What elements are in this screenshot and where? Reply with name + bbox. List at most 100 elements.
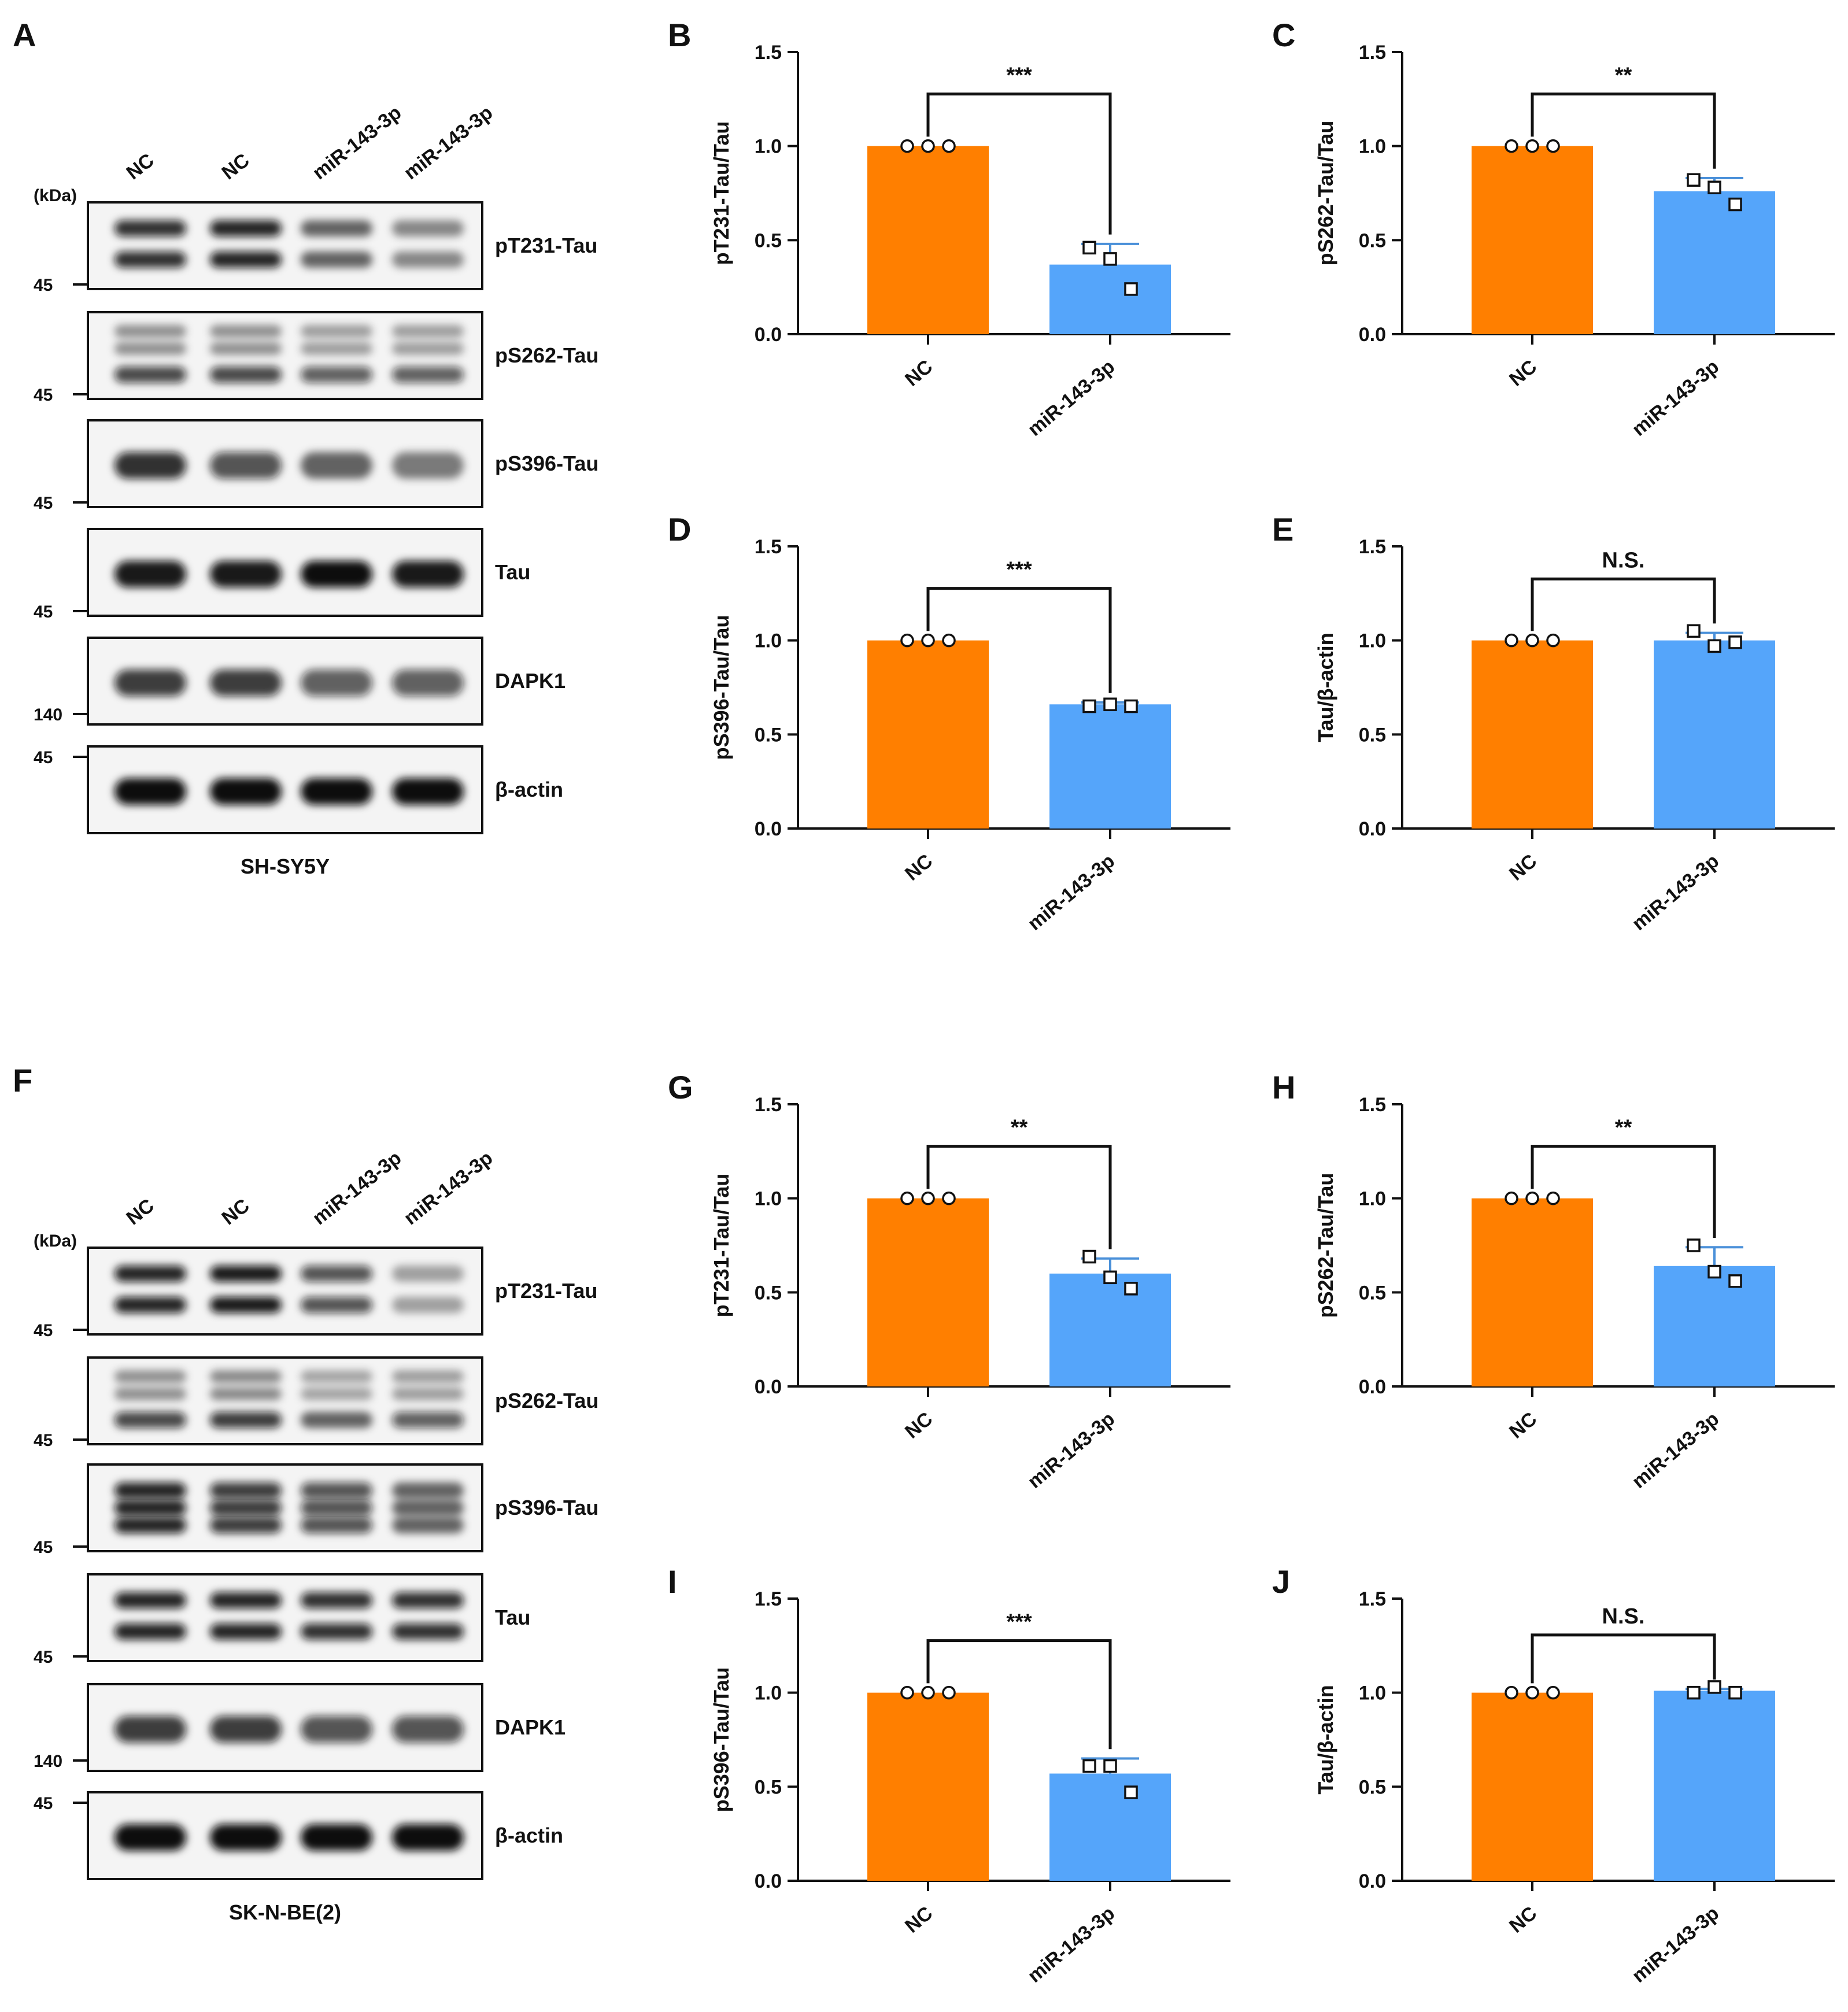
blot-band: [210, 561, 282, 587]
x-tick-label: NC: [1505, 850, 1541, 885]
blot-band: [114, 452, 186, 479]
significance-bracket: **: [1531, 64, 1716, 169]
y-tick-label: 1.5: [1359, 536, 1386, 558]
blot-band: [392, 1623, 464, 1640]
y-tick-label: 0.0: [755, 1870, 782, 1892]
data-point: [1082, 699, 1096, 713]
blot-band: [210, 1388, 282, 1400]
panel-letter: F: [13, 1062, 32, 1099]
x-tick-label: NC: [901, 850, 937, 885]
blot-band: [210, 670, 282, 696]
blot-band: [301, 561, 372, 587]
data-point: [1546, 1685, 1560, 1700]
data-point: [942, 633, 956, 648]
bracket-line: [1531, 577, 1716, 631]
data-point: [1546, 139, 1560, 153]
x-tick-label: miR-143-3p: [1023, 1902, 1119, 1987]
blot-band: [114, 1266, 186, 1282]
data-point: [1124, 282, 1138, 296]
blot-band: [114, 220, 186, 236]
chart-panel-h: H 0.0 0.5 1.0 1.5 pS262-Tau/Tau NC miR-143-3p **: [1272, 1069, 1835, 1493]
data-point: [921, 139, 935, 153]
kda-label: (kDa): [34, 1231, 77, 1251]
blot-row-label: DAPK1: [495, 669, 566, 693]
blot-band: [114, 778, 186, 805]
chart-panel-j: J 0.0 0.5 1.0 1.5 Tau/β-actin NC miR-143-3p N.S.: [1272, 1563, 1835, 1987]
marker-label: 45: [34, 1648, 53, 1667]
chart-panel-d: D 0.0 0.5 1.0 1.5 pS396-Tau/Tau NC miR-143-3p **…: [668, 511, 1230, 935]
y-tick-label: 0.0: [1359, 324, 1386, 346]
y-tick-label: 1.0: [755, 630, 782, 652]
y-tick-label: 0.0: [1359, 1870, 1386, 1892]
y-tick-label: 1.0: [1359, 136, 1386, 158]
blot-row-label: β-actin: [495, 1824, 563, 1847]
blot-band: [301, 1482, 372, 1499]
bracket-line: [926, 587, 1112, 693]
blot-band: [301, 670, 372, 696]
bar: [1049, 704, 1171, 829]
blot-band: [114, 1297, 186, 1313]
y-tick-label: 0.5: [755, 1776, 782, 1798]
data-point: [900, 1685, 914, 1700]
y-tick-label: 1.0: [755, 1682, 782, 1704]
panel-letter: A: [13, 17, 36, 53]
data-point: [1546, 1191, 1560, 1205]
blot-band: [392, 1824, 464, 1851]
blot-row: DAPK1 140: [34, 1683, 566, 1772]
data-point: [1103, 697, 1117, 712]
marker-label: 140: [34, 705, 62, 724]
chart-panel-c: C 0.0 0.5 1.0 1.5 pS262-Tau/Tau NC miR-143-3p **: [1272, 17, 1835, 441]
lane-label: NC: [123, 149, 158, 184]
bar: [1472, 640, 1593, 829]
marker-label: 45: [34, 1538, 53, 1557]
data-point: [1525, 1685, 1539, 1700]
bar: [867, 1692, 989, 1881]
y-tick-label: 1.5: [1359, 1094, 1386, 1116]
bar-charts: B 0.0 0.5 1.0 1.5 pT231-Tau/Tau NC miR-143-3p **…: [668, 17, 1835, 1987]
significance-bracket: ***: [926, 1610, 1112, 1750]
data-point: [1124, 1282, 1138, 1296]
blot-band: [210, 452, 282, 479]
significance-label: **: [1011, 1116, 1028, 1140]
panel-letter: E: [1272, 511, 1293, 548]
panel-letter: H: [1272, 1069, 1295, 1105]
chart-panel-i: I 0.0 0.5 1.0 1.5 pS396-Tau/Tau NC miR-143-3p **…: [668, 1563, 1230, 1987]
lane-label: miR-143-3p: [309, 102, 406, 184]
blot-row-label: pS262-Tau: [495, 343, 598, 367]
blot-row: Tau 45: [34, 1573, 530, 1667]
blot-row: pS396-Tau 45: [34, 1463, 598, 1557]
blot-row: pT231-Tau 45: [34, 1247, 597, 1340]
data-point: [1728, 1685, 1742, 1700]
cell-line-label: SH-SY5Y: [241, 855, 330, 878]
blot-band: [210, 1297, 282, 1313]
lane-label: NC: [218, 1194, 254, 1229]
y-tick-label: 1.0: [1359, 1682, 1386, 1704]
significance-label: ***: [1006, 64, 1032, 88]
y-axis-label: Tau/β-actin: [1314, 633, 1337, 742]
blot-band: [392, 1592, 464, 1608]
y-tick-label: 1.5: [1359, 42, 1386, 64]
blot-band: [301, 1716, 372, 1743]
y-tick-label: 0.5: [755, 724, 782, 746]
blot-row-label: pT231-Tau: [495, 1279, 597, 1303]
bar: [1472, 1692, 1593, 1881]
blot-band: [301, 252, 372, 268]
blot-band: [210, 325, 282, 338]
data-point: [1687, 1685, 1701, 1700]
bar: [867, 1198, 989, 1386]
significance-bracket: **: [1531, 1116, 1716, 1238]
panel-letter: J: [1272, 1563, 1290, 1600]
data-point: [900, 633, 914, 648]
x-tick-label: miR-143-3p: [1628, 356, 1723, 441]
western-blots: A(kDa)NC NC miR-143-3pmiR-143-3ppT231-Tau4…: [13, 17, 598, 1924]
data-point: [942, 139, 956, 153]
panel-letter: C: [1272, 17, 1295, 53]
blot-row: pS262-Tau 45: [34, 311, 598, 405]
blot-row-label: β-actin: [495, 778, 563, 801]
blot-band: [301, 1500, 372, 1516]
data-point: [1103, 1759, 1117, 1773]
blot-frame: [87, 1573, 483, 1662]
lane-label: miR-143-3p: [400, 1147, 497, 1230]
lane-label: NC: [218, 149, 254, 184]
data-point: [1707, 1264, 1721, 1279]
